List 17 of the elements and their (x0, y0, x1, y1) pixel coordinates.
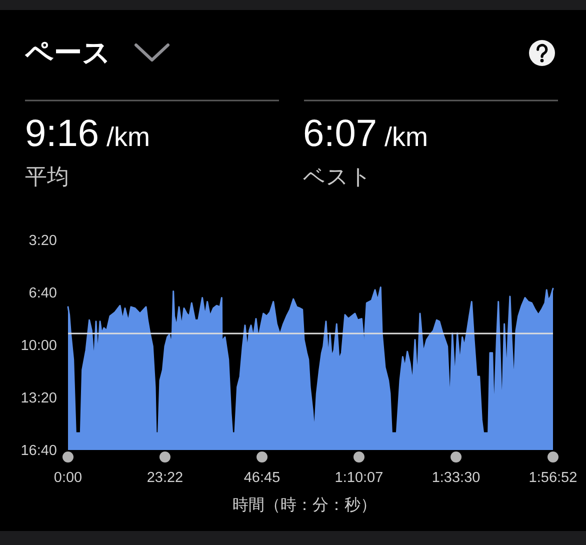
x-tick-label: 1:10:07 (334, 470, 384, 486)
text: ベスト (303, 165, 372, 190)
y-tick-label: 10:00 (20, 338, 57, 354)
x-tick-label: 1:56:52 (528, 470, 578, 486)
y-tick-label: 3:20 (28, 233, 57, 250)
text: 9:16 /km (25, 113, 150, 155)
x-tick-label: 1:33:30 (432, 470, 480, 486)
x-tick-label: 0:00 (54, 470, 82, 486)
x-tick-label: 46:45 (244, 470, 280, 486)
chart-title: ペース (24, 36, 111, 69)
text: 平均 (25, 165, 69, 190)
x-tick-label: 23:22 (146, 470, 184, 486)
y-tick-label: 6:40 (28, 286, 57, 302)
y-tick-label: 13:20 (20, 390, 57, 407)
y-tick-label: 16:40 (20, 443, 57, 460)
text: 6:07 /km (303, 113, 428, 155)
x-axis-title: 時間（時：分：秒） (232, 495, 376, 514)
